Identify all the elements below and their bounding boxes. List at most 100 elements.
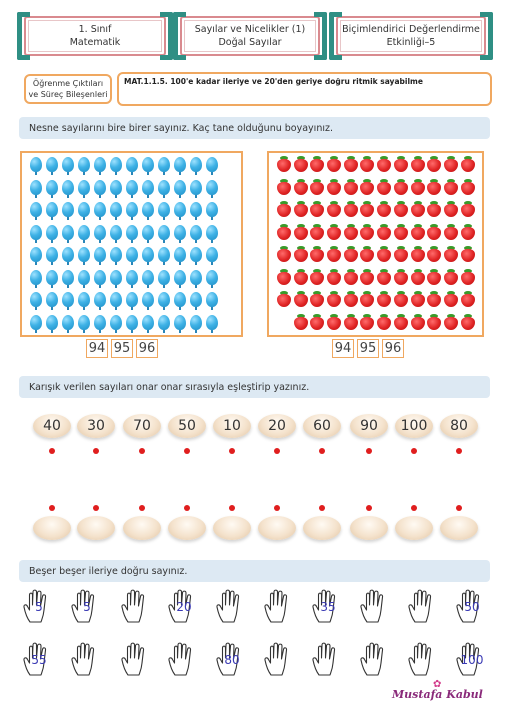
match-dot-bottom[interactable] xyxy=(184,505,190,511)
blank-egg[interactable] xyxy=(168,516,206,540)
strawberry-answer-options: 94 95 96 xyxy=(332,339,404,358)
balloon-icon xyxy=(110,247,122,265)
match-dot-bottom[interactable] xyxy=(319,505,325,511)
strawberry-icon xyxy=(460,156,476,172)
hand-icon[interactable] xyxy=(406,588,442,624)
strawberry-icon xyxy=(443,178,459,195)
strawberry-icon xyxy=(376,268,392,285)
subject-label: Matematik xyxy=(69,37,121,48)
blank-egg[interactable] xyxy=(395,516,433,540)
match-dot-top[interactable] xyxy=(319,448,325,454)
strawberry-icon xyxy=(343,268,359,285)
balloon-icon xyxy=(94,292,106,310)
hand-icon: 20 xyxy=(166,588,202,624)
blank-egg[interactable] xyxy=(77,516,115,540)
strawberry-icon xyxy=(410,246,426,262)
match-dot-bottom[interactable] xyxy=(456,505,462,511)
strawberry-icon xyxy=(426,313,442,330)
number-egg: 100 xyxy=(395,414,433,438)
strawberry-icon xyxy=(343,246,359,262)
balloon-icon xyxy=(110,179,122,198)
strawberry-icon xyxy=(410,291,426,307)
balloon-icon xyxy=(78,314,90,333)
match-dot-top[interactable] xyxy=(139,448,145,454)
blank-egg[interactable] xyxy=(33,516,71,540)
hand-icon[interactable] xyxy=(406,641,442,677)
balloon-icon xyxy=(62,269,74,288)
match-dot-bottom[interactable] xyxy=(229,505,235,511)
balloon-icon xyxy=(30,247,42,265)
hand-icon[interactable] xyxy=(214,588,250,624)
balloon-icon xyxy=(142,247,154,265)
balloon-icon xyxy=(190,314,202,333)
number-egg: 90 xyxy=(350,414,388,438)
hand-icon[interactable] xyxy=(358,588,394,624)
match-dot-top[interactable] xyxy=(456,448,462,454)
answer-option[interactable]: 94 xyxy=(332,339,354,358)
hand-icon[interactable] xyxy=(119,641,155,677)
hand-icon[interactable] xyxy=(119,588,155,624)
strawberry-icon xyxy=(276,291,292,307)
balloon-icon xyxy=(110,269,122,288)
balloon-icon xyxy=(206,292,218,310)
answer-option[interactable]: 95 xyxy=(357,339,379,358)
match-dot-bottom[interactable] xyxy=(274,505,280,511)
answer-option[interactable]: 94 xyxy=(86,339,108,358)
balloon-icon xyxy=(94,179,106,198)
blank-egg[interactable] xyxy=(258,516,296,540)
match-dot-top[interactable] xyxy=(229,448,235,454)
hand-icon[interactable] xyxy=(262,588,298,624)
balloon-grid xyxy=(30,157,222,337)
strawberry-icon xyxy=(326,291,342,307)
blank-egg[interactable] xyxy=(303,516,341,540)
section3-instruction: Beşer beşer ileriye doğru sayınız. xyxy=(19,560,490,582)
strawberry-icon xyxy=(443,291,459,307)
match-dot-bottom[interactable] xyxy=(49,505,55,511)
balloon-icon xyxy=(142,269,154,288)
strawberry-icon xyxy=(309,156,325,172)
answer-option[interactable]: 96 xyxy=(382,339,404,358)
topic-label: Sayılar ve Nicelikler (1) xyxy=(194,24,306,35)
strawberry-icon xyxy=(309,223,325,240)
activity-number-label: Etkinliği–5 xyxy=(386,37,436,48)
balloon-icon xyxy=(174,269,186,288)
strawberry-icon xyxy=(326,156,342,172)
balloon-icon xyxy=(126,292,138,310)
balloon-icon xyxy=(62,247,74,265)
hand-icon[interactable] xyxy=(69,641,105,677)
match-dot-top[interactable] xyxy=(184,448,190,454)
hand-icon[interactable] xyxy=(262,641,298,677)
strawberry-icon xyxy=(293,268,309,285)
hand-number: 35 xyxy=(320,600,336,614)
strawberry-icon xyxy=(410,178,426,195)
match-dot-top[interactable] xyxy=(49,448,55,454)
hand-number: 5 xyxy=(35,600,43,614)
hand-icon: 35 xyxy=(310,588,346,624)
match-dot-top[interactable] xyxy=(274,448,280,454)
hand-number: 55 xyxy=(31,653,47,667)
match-dot-top[interactable] xyxy=(93,448,99,454)
blank-egg[interactable] xyxy=(123,516,161,540)
balloon-icon xyxy=(190,247,202,265)
match-dot-bottom[interactable] xyxy=(411,505,417,511)
blank-egg[interactable] xyxy=(350,516,388,540)
answer-option[interactable]: 96 xyxy=(136,339,158,358)
match-dot-bottom[interactable] xyxy=(139,505,145,511)
hand-icon[interactable] xyxy=(310,641,346,677)
balloon-icon xyxy=(78,157,90,175)
hand-icon[interactable] xyxy=(358,641,394,677)
match-dot-bottom[interactable] xyxy=(366,505,372,511)
balloon-icon xyxy=(110,202,122,220)
match-dot-bottom[interactable] xyxy=(93,505,99,511)
strawberry-icon xyxy=(359,246,375,262)
strawberry-icon xyxy=(460,268,476,285)
match-dot-top[interactable] xyxy=(411,448,417,454)
match-dot-top[interactable] xyxy=(366,448,372,454)
hand-icon[interactable] xyxy=(166,641,202,677)
blank-egg[interactable] xyxy=(213,516,251,540)
blank-egg[interactable] xyxy=(440,516,478,540)
balloon-icon xyxy=(190,179,202,198)
answer-option[interactable]: 95 xyxy=(111,339,133,358)
hand-icon: 80 xyxy=(214,641,250,677)
strawberry-icon xyxy=(443,201,459,217)
